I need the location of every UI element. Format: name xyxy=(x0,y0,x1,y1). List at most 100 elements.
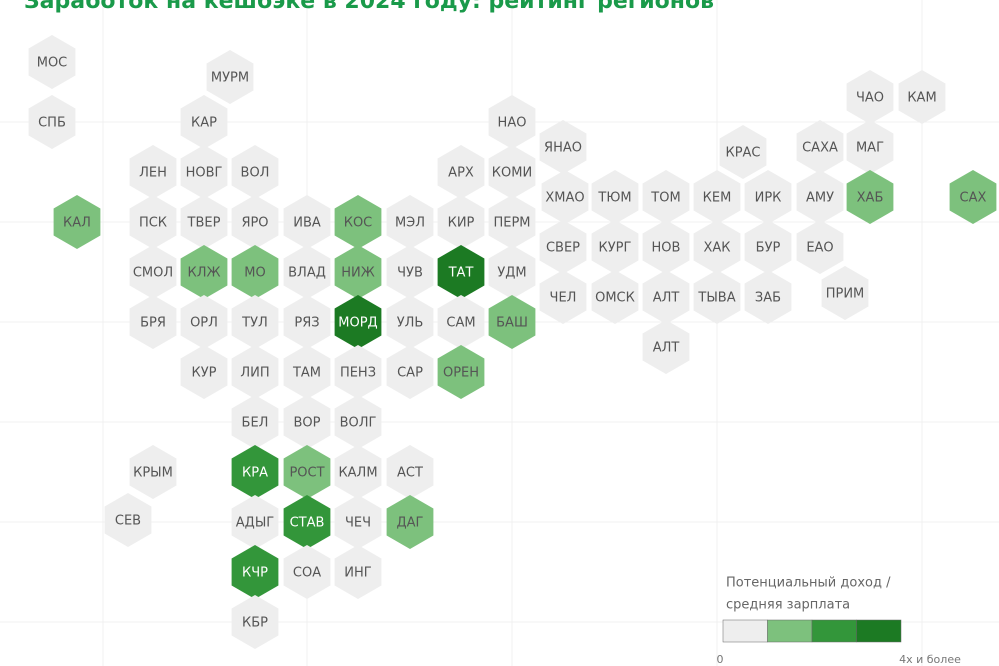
legend-swatch xyxy=(856,619,902,643)
region-label: КУРГ xyxy=(599,241,632,256)
region-hex xyxy=(386,245,434,299)
region-hex xyxy=(231,395,279,449)
region-label: НИЖ xyxy=(341,266,375,281)
region-label: ОМСК xyxy=(595,291,635,306)
region-hex xyxy=(642,170,690,224)
region-label: САХ xyxy=(960,191,987,206)
region-hex xyxy=(796,120,844,174)
region-label: МО xyxy=(244,266,265,281)
region-hex xyxy=(488,245,536,299)
region-label: СПБ xyxy=(38,116,66,131)
region-label: КРЫМ xyxy=(133,466,173,481)
region-label: КУР xyxy=(192,366,217,381)
region-label: ПСК xyxy=(139,216,167,231)
region-hex xyxy=(488,195,536,249)
region-hex xyxy=(231,295,279,349)
region-hex xyxy=(386,295,434,349)
region-label: БРЯ xyxy=(140,316,166,331)
region-hex xyxy=(129,295,177,349)
region-label: БЕЛ xyxy=(242,416,269,431)
region-label: ЯНАО xyxy=(544,141,582,156)
region-hex xyxy=(488,145,536,199)
region-hex xyxy=(796,220,844,274)
region-label: КАМ xyxy=(907,91,936,106)
region-hex xyxy=(334,545,382,599)
region-hex xyxy=(541,170,589,224)
region-hex xyxy=(846,120,894,174)
region-label: БУР xyxy=(756,241,781,256)
region-label: ЧЕЧ xyxy=(345,516,371,531)
region-label: КРА xyxy=(242,466,268,481)
region-label: ЧУВ xyxy=(397,266,423,281)
region-hex xyxy=(539,120,587,174)
region-label: ИВА xyxy=(293,216,321,231)
region-label: ТАМ xyxy=(292,366,321,381)
region-label: САМ xyxy=(446,316,475,331)
region-label: НАО xyxy=(498,116,527,131)
region-label: НОВГ xyxy=(186,166,223,181)
region-label: КИР xyxy=(448,216,475,231)
region-hex xyxy=(231,345,279,399)
region-hex xyxy=(180,195,228,249)
region-label: РЯЗ xyxy=(294,316,319,331)
legend-swatch xyxy=(767,619,813,643)
region-hex xyxy=(846,70,894,124)
region-hex xyxy=(283,495,331,549)
region-hex xyxy=(744,220,792,274)
region-hex xyxy=(283,245,331,299)
region-hex xyxy=(437,145,485,199)
region-label: БАШ xyxy=(496,316,528,331)
region-label: КАР xyxy=(191,116,217,131)
region-label: АДЫГ xyxy=(236,516,275,531)
region-label: АЛТ xyxy=(653,291,680,306)
region-hex xyxy=(231,245,279,299)
region-label: ЯРО xyxy=(241,216,268,231)
region-label: КАЛМ xyxy=(338,466,377,481)
region-label: МАГ xyxy=(856,141,884,156)
region-hex xyxy=(231,145,279,199)
region-label: ПРИМ xyxy=(826,287,865,302)
region-hex xyxy=(539,270,587,324)
legend-min: 0 xyxy=(717,653,724,666)
regions: МОС МУРМ ЧАО КАМ СПБ КАР НАО ЯНАО КРАС САХА МАГ ЛЕН… xyxy=(28,35,997,649)
region-hex xyxy=(846,170,894,224)
region-hex xyxy=(744,170,792,224)
region-hex xyxy=(283,445,331,499)
region-label: ТОМ xyxy=(650,191,680,206)
region-hex xyxy=(591,270,639,324)
region-label: ЕАО xyxy=(806,241,833,256)
region-label: СЕВ xyxy=(115,514,141,529)
region-label: ПЕРМ xyxy=(493,216,530,231)
legend-swatch xyxy=(722,619,768,643)
region-label: СМОЛ xyxy=(133,266,173,281)
region-label: КОМИ xyxy=(492,166,532,181)
region-label: КАЛ xyxy=(63,216,91,231)
region-label: КБР xyxy=(242,616,268,631)
region-hex xyxy=(334,195,382,249)
region-label: ДАГ xyxy=(397,516,424,531)
region-label: АРХ xyxy=(448,166,474,181)
region-hex xyxy=(129,245,177,299)
region-label: ХАБ xyxy=(857,191,884,206)
region-hex xyxy=(231,195,279,249)
region-hex xyxy=(334,295,382,349)
region-hex xyxy=(129,445,177,499)
region-label: СВЕР xyxy=(546,241,580,256)
region-hex xyxy=(386,445,434,499)
region-hex xyxy=(129,145,177,199)
region-hex xyxy=(539,220,587,274)
region-hex xyxy=(334,495,382,549)
region-label: УДМ xyxy=(497,266,526,281)
region-hex xyxy=(949,170,997,224)
region-label: ОРЕН xyxy=(443,366,479,381)
region-label: МОРД xyxy=(338,316,377,331)
region-label: ВОЛ xyxy=(241,166,270,181)
region-hex xyxy=(821,266,869,320)
region-hex xyxy=(231,445,279,499)
region-hex xyxy=(719,125,767,179)
legend-title: средняя зарплата xyxy=(726,598,850,613)
legend-swatch xyxy=(811,619,857,643)
region-label: ВЛАД xyxy=(288,266,326,281)
region-label: РОСТ xyxy=(289,466,324,481)
